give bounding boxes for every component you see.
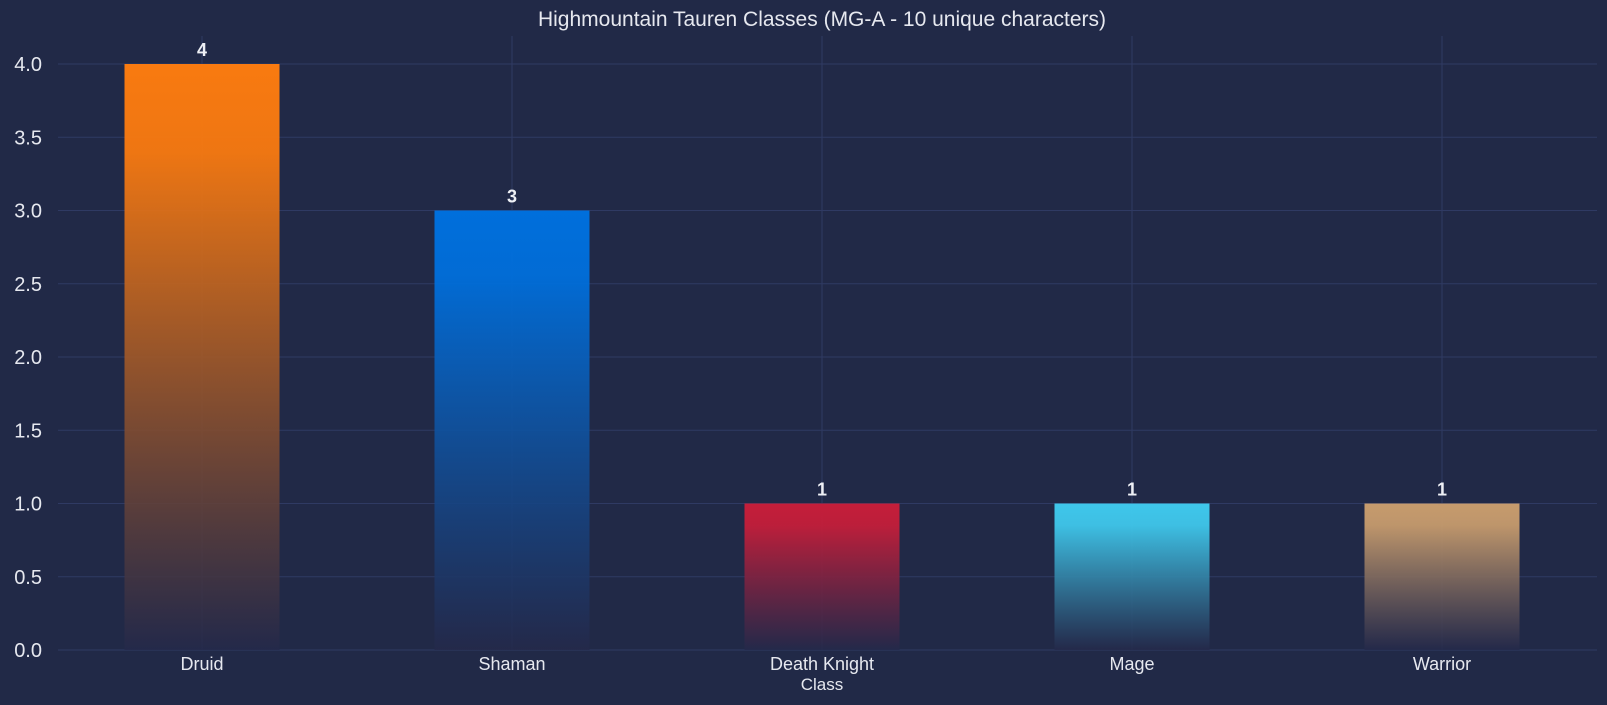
bar-value-label: 1 xyxy=(1127,480,1137,500)
chart-title: Highmountain Tauren Classes (MG-A - 10 u… xyxy=(538,8,1106,31)
bar-value-label: 1 xyxy=(1437,480,1447,500)
bar-warrior xyxy=(1364,503,1520,650)
bar-value-label: 3 xyxy=(507,187,517,207)
bar-mage xyxy=(1054,503,1210,650)
x-tick-label: Druid xyxy=(180,654,223,674)
y-axis: 0.0 0.5 1.0 1.5 2.0 2.5 3.0 3.5 4.0 xyxy=(14,54,42,662)
x-axis-label: Class xyxy=(801,675,844,694)
x-tick-label: Mage xyxy=(1109,654,1154,674)
bar-value-label: 4 xyxy=(197,40,207,60)
y-tick-label: 3.5 xyxy=(14,127,42,149)
bars xyxy=(124,64,1520,650)
value-labels: 4 3 1 1 1 xyxy=(197,40,1447,500)
y-tick-label: 0.0 xyxy=(14,640,42,662)
x-axis: Druid Shaman Death Knight Mage Warrior xyxy=(180,654,1471,674)
x-tick-label: Death Knight xyxy=(770,654,874,674)
y-tick-label: 1.5 xyxy=(14,420,42,442)
bar-druid xyxy=(124,64,280,650)
y-tick-label: 1.0 xyxy=(14,494,42,516)
y-tick-label: 3.0 xyxy=(14,201,42,223)
x-tick-label: Warrior xyxy=(1413,654,1471,674)
y-tick-label: 0.5 xyxy=(14,567,42,589)
y-tick-label: 4.0 xyxy=(14,54,42,76)
bar-shaman xyxy=(434,210,590,650)
y-tick-label: 2.0 xyxy=(14,347,42,369)
x-tick-label: Shaman xyxy=(478,654,545,674)
bar-death-knight xyxy=(744,503,900,650)
bar-value-label: 1 xyxy=(817,480,827,500)
y-tick-label: 2.5 xyxy=(14,274,42,296)
